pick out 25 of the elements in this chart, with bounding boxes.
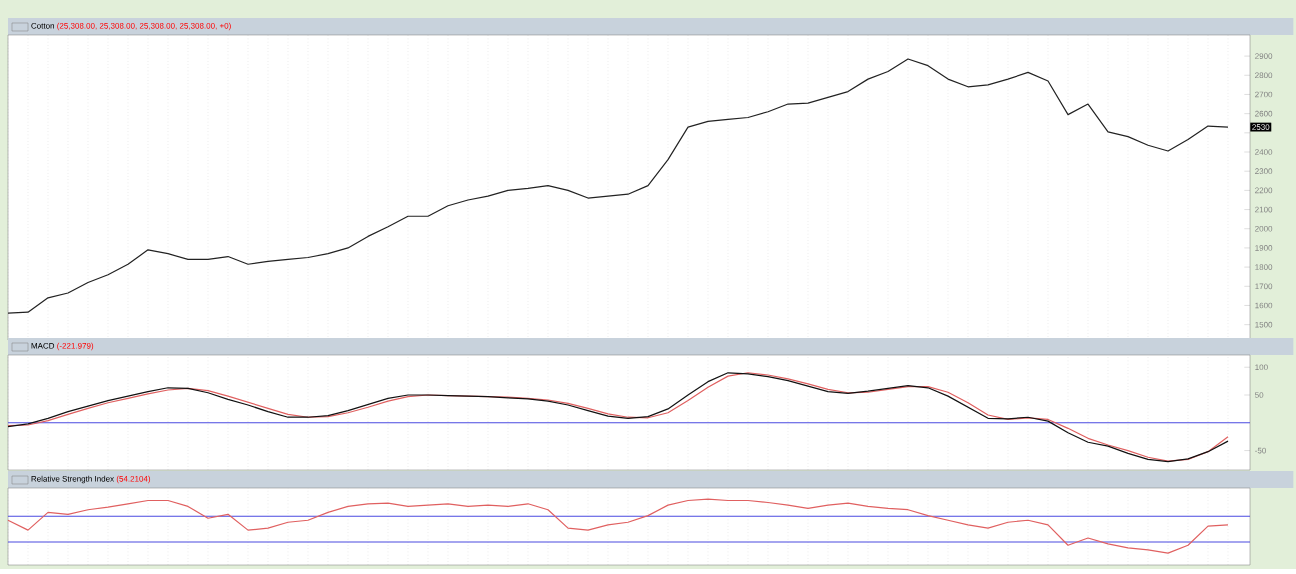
y-tick-label: -50 xyxy=(1255,447,1266,454)
y-tick-label: 2700 xyxy=(1255,91,1273,98)
annotation: 2530 xyxy=(1252,124,1270,130)
y-tick-label: 1900 xyxy=(1255,245,1273,251)
y-tick-label: 1700 xyxy=(1255,283,1273,290)
chart-subtitle: (54.2104) xyxy=(116,475,151,484)
chart-title: Relative Strength Index xyxy=(31,475,114,484)
y-tick-label: 100 xyxy=(1255,364,1268,370)
y-tick-label: 2300 xyxy=(1255,168,1273,174)
y-tick-label: 2600 xyxy=(1255,110,1273,117)
chart-subtitle: (-221.979) xyxy=(57,342,94,351)
y-tick-label: 2200 xyxy=(1255,187,1273,194)
chart-title: MACD xyxy=(31,342,55,349)
y-tick-label: 1600 xyxy=(1255,302,1273,309)
chart-title: Cotton xyxy=(31,22,54,29)
y-tick-label: 1500 xyxy=(1255,321,1273,328)
y-tick-label: 2900 xyxy=(1255,53,1273,59)
chart-subtitle: (25,308.00, 25,308.00, 25,308.00, 25,308.00, +0) xyxy=(57,22,231,31)
y-tick-label: 1800 xyxy=(1255,264,1273,270)
line-series xyxy=(7,58,1229,314)
y-tick-label: 2800 xyxy=(1255,72,1273,79)
y-tick-label: 2100 xyxy=(1255,206,1273,213)
y-tick-label: 2000 xyxy=(1255,225,1273,232)
y-tick-label: 2400 xyxy=(1255,149,1273,155)
y-tick-label: 50 xyxy=(1255,392,1264,398)
